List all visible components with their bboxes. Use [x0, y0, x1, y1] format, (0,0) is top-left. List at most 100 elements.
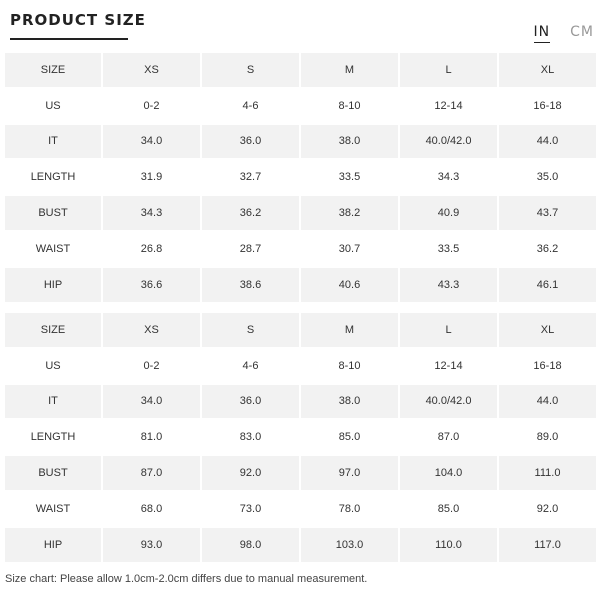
- table-cell: 40.0/42.0: [400, 124, 497, 159]
- table-cell: 44.0: [499, 384, 596, 419]
- table-cell: 16-18: [499, 348, 596, 383]
- row-label: IT: [5, 384, 101, 419]
- table-cell: 104.0: [400, 456, 497, 490]
- table-cell: 8-10: [301, 88, 398, 123]
- table-cell: 83.0: [202, 420, 299, 455]
- table-cell: 34.3: [400, 160, 497, 195]
- table-cell: 40.0/42.0: [400, 384, 497, 419]
- table-cell: 36.6: [103, 267, 200, 302]
- table-cell: 87.0: [103, 456, 200, 490]
- table-row: BUST 87.0 92.0 97.0 104.0 111.0: [5, 456, 596, 490]
- page-header: PRODUCT SIZE IN CM: [0, 0, 600, 50]
- table-cell: 68.0: [103, 491, 200, 526]
- table-row: US 0-2 4-6 8-10 12-14 16-18: [5, 348, 596, 383]
- table-row: LENGTH 81.0 83.0 85.0 87.0 89.0: [5, 420, 596, 455]
- table-cell: 30.7: [301, 231, 398, 266]
- table-cell: 38.0: [301, 124, 398, 159]
- table-cell: 36.0: [202, 124, 299, 159]
- table-cell: 33.5: [301, 160, 398, 195]
- header-cell: S: [202, 313, 299, 347]
- table-cell: 98.0: [202, 527, 299, 562]
- unit-toggle: IN CM: [533, 24, 594, 43]
- table-cell: 110.0: [400, 527, 497, 562]
- table-cell: 111.0: [499, 456, 596, 490]
- table-cell: 32.7: [202, 160, 299, 195]
- row-label: US: [5, 348, 101, 383]
- row-label: LENGTH: [5, 160, 101, 195]
- table-cell: 36.2: [499, 231, 596, 266]
- title-underline: [10, 38, 128, 40]
- unit-in-tab[interactable]: IN: [533, 24, 551, 43]
- header-cell: L: [400, 313, 497, 347]
- table-cell: 38.6: [202, 267, 299, 302]
- table-cell: 92.0: [202, 456, 299, 490]
- table-row: IT 34.0 36.0 38.0 40.0/42.0 44.0: [5, 384, 596, 419]
- row-label: WAIST: [5, 231, 101, 266]
- table-cell: 4-6: [202, 88, 299, 123]
- table-cell: 36.2: [202, 196, 299, 230]
- table-cell: 97.0: [301, 456, 398, 490]
- table-row: IT 34.0 36.0 38.0 40.0/42.0 44.0: [5, 124, 596, 159]
- table-header-row: SIZE XS S M L XL: [5, 313, 596, 347]
- table-cell: 93.0: [103, 527, 200, 562]
- table-cell: 117.0: [499, 527, 596, 562]
- table-cell: 89.0: [499, 420, 596, 455]
- table-cell: 78.0: [301, 491, 398, 526]
- table-row: HIP 36.6 38.6 40.6 43.3 46.1: [5, 267, 596, 302]
- table-cell: 31.9: [103, 160, 200, 195]
- table-cell: 16-18: [499, 88, 596, 123]
- table-cell: 43.7: [499, 196, 596, 230]
- table-row: WAIST 68.0 73.0 78.0 85.0 92.0: [5, 491, 596, 526]
- table-cell: 28.7: [202, 231, 299, 266]
- table-cell: 8-10: [301, 348, 398, 383]
- header-cell: M: [301, 313, 398, 347]
- table-row: LENGTH 31.9 32.7 33.5 34.3 35.0: [5, 160, 596, 195]
- table-cell: 26.8: [103, 231, 200, 266]
- row-label: LENGTH: [5, 420, 101, 455]
- header-cell: L: [400, 53, 497, 87]
- table-cell: 0-2: [103, 348, 200, 383]
- row-label: US: [5, 88, 101, 123]
- table-cell: 35.0: [499, 160, 596, 195]
- header-cell: S: [202, 53, 299, 87]
- row-label: HIP: [5, 267, 101, 302]
- table-cell: 34.0: [103, 384, 200, 419]
- table-cell: 44.0: [499, 124, 596, 159]
- table-cell: 38.2: [301, 196, 398, 230]
- table-cell: 36.0: [202, 384, 299, 419]
- table-cell: 73.0: [202, 491, 299, 526]
- row-label: HIP: [5, 527, 101, 562]
- row-label: BUST: [5, 456, 101, 490]
- table-row: US 0-2 4-6 8-10 12-14 16-18: [5, 88, 596, 123]
- header-cell: XS: [103, 313, 200, 347]
- header-cell: XL: [499, 53, 596, 87]
- header-cell: XS: [103, 53, 200, 87]
- unit-cm-tab[interactable]: CM: [570, 24, 594, 40]
- table-cell: 12-14: [400, 348, 497, 383]
- table-cell: 0-2: [103, 88, 200, 123]
- table-cell: 87.0: [400, 420, 497, 455]
- header-cell: M: [301, 53, 398, 87]
- table-header-row: SIZE XS S M L XL: [5, 53, 596, 87]
- header-cell-size: SIZE: [5, 53, 101, 87]
- table-cell: 85.0: [400, 491, 497, 526]
- table-cell: 43.3: [400, 267, 497, 302]
- header-cell: XL: [499, 313, 596, 347]
- table-cell: 34.0: [103, 124, 200, 159]
- table-cell: 33.5: [400, 231, 497, 266]
- header-cell-size: SIZE: [5, 313, 101, 347]
- table-cell: 81.0: [103, 420, 200, 455]
- table-cell: 40.9: [400, 196, 497, 230]
- table-cell: 103.0: [301, 527, 398, 562]
- size-table-cm: SIZE XS S M L XL US 0-2 4-6 8-10 12-14 16-18 IT 34.0 3…: [3, 311, 598, 564]
- table-cell: 12-14: [400, 88, 497, 123]
- table-row: HIP 93.0 98.0 103.0 110.0 117.0: [5, 527, 596, 562]
- table-cell: 85.0: [301, 420, 398, 455]
- table-row: WAIST 26.8 28.7 30.7 33.5 36.2: [5, 231, 596, 266]
- size-table-in: SIZE XS S M L XL US 0-2 4-6 8-10 12-14 16-18 IT 34.0 3…: [3, 51, 598, 304]
- table-row: BUST 34.3 36.2 38.2 40.9 43.7: [5, 196, 596, 230]
- table-cell: 34.3: [103, 196, 200, 230]
- size-note: Size chart: Please allow 1.0cm-2.0cm dif…: [5, 573, 368, 585]
- table-cell: 38.0: [301, 384, 398, 419]
- table-cell: 40.6: [301, 267, 398, 302]
